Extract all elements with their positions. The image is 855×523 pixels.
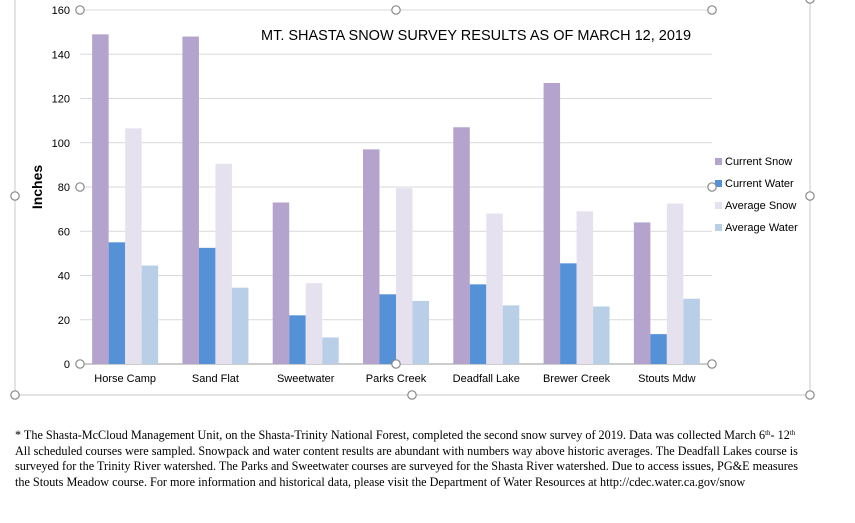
bar — [543, 83, 561, 364]
bar — [633, 222, 651, 364]
resize-handle[interactable] — [75, 5, 85, 15]
bar — [141, 265, 159, 364]
bar — [125, 128, 142, 364]
axes: 0 20 40 60 80 100 120 140 160 Horse Camp Sand Flat… — [52, 5, 696, 385]
footnote-line-2: All scheduled courses were sampled. Snow… — [15, 443, 798, 458]
legend-label: Current Snow — [725, 156, 792, 168]
y-tick-label: 140 — [52, 49, 70, 61]
bar — [198, 247, 216, 364]
series-average-snow — [125, 128, 684, 364]
x-tick-label: Stouts Mdw — [638, 373, 696, 385]
bar — [683, 298, 700, 364]
y-tick-label: 160 — [52, 5, 70, 17]
legend-label: Average Snow — [725, 200, 796, 212]
legend-label: Average Water — [725, 222, 798, 234]
resize-handle[interactable] — [10, 191, 20, 201]
chart-title: MT. SHASTA SNOW SURVEY RESULTS AS OF MAR… — [261, 28, 691, 44]
bar — [215, 163, 232, 364]
bar — [182, 36, 199, 365]
bar — [272, 202, 290, 364]
x-tick-label: Sand Flat — [192, 373, 239, 385]
legend-item: Current Snow — [715, 156, 792, 168]
bar — [502, 305, 520, 364]
legend-item: Average Snow — [715, 200, 796, 212]
bar — [469, 284, 487, 364]
bar — [108, 242, 126, 364]
y-tick-label: 20 — [58, 315, 70, 327]
footnote-line-1: * The Shasta-McCloud Management Unit, on… — [15, 428, 796, 442]
bar — [560, 263, 577, 364]
resize-handle[interactable] — [805, 0, 815, 4]
bar — [363, 149, 380, 364]
resize-handle[interactable] — [10, 390, 20, 400]
y-tick-label: 120 — [52, 94, 70, 106]
bar — [576, 211, 594, 364]
legend-item: Current Water — [715, 178, 794, 190]
y-tick-label: 80 — [58, 182, 70, 194]
resize-handles[interactable] — [10, 0, 815, 400]
bar — [379, 294, 396, 364]
bar — [322, 337, 339, 364]
resize-handle[interactable] — [707, 5, 717, 15]
series-current-snow — [92, 34, 651, 365]
legend-swatch — [715, 158, 722, 165]
x-tick-label: Deadfall Lake — [453, 373, 520, 385]
bar — [289, 315, 306, 364]
footnote: * The Shasta-McCloud Management Unit, on… — [15, 428, 855, 490]
x-tick-label: Brewer Creek — [543, 373, 611, 385]
bar — [593, 306, 610, 364]
legend-swatch — [715, 202, 722, 209]
footnote-line-3: surveyed for the Trinity River watershed… — [15, 459, 798, 474]
bar — [666, 203, 684, 364]
snow-survey-chart: 0 20 40 60 80 100 120 140 160 Horse Camp Sand Flat… — [10, 0, 815, 400]
bar — [486, 213, 503, 364]
bar — [412, 300, 429, 364]
resize-handle[interactable] — [707, 182, 717, 192]
bar — [453, 127, 470, 364]
bars — [92, 34, 700, 365]
x-tick-label: Horse Camp — [94, 373, 156, 385]
y-tick-label: 60 — [58, 226, 70, 238]
resize-handle[interactable] — [75, 359, 85, 369]
y-tick-label: 0 — [64, 359, 70, 371]
legend-label: Current Water — [725, 178, 794, 190]
x-tick-label: Sweetwater — [277, 373, 335, 385]
series-average-water — [141, 265, 700, 364]
bar — [305, 283, 323, 364]
resize-handle[interactable] — [707, 359, 717, 369]
resize-handle[interactable] — [407, 390, 417, 400]
series-current-water — [108, 242, 667, 364]
resize-handle[interactable] — [391, 5, 401, 15]
resize-handle[interactable] — [805, 191, 815, 201]
resize-handle[interactable] — [391, 359, 401, 369]
bar — [92, 34, 109, 365]
bar — [231, 287, 249, 364]
bar — [650, 334, 667, 364]
y-tick-label: 100 — [52, 138, 70, 150]
bar — [396, 188, 413, 364]
y-axis-label: Inches — [29, 165, 45, 210]
legend-swatch — [715, 224, 722, 231]
y-tick-label: 40 — [58, 271, 70, 283]
resize-handle[interactable] — [75, 182, 85, 192]
legend: Current Snow Current Water Average Snow Ave… — [715, 156, 798, 234]
legend-item: Average Water — [715, 222, 798, 234]
resize-handle[interactable] — [805, 390, 815, 400]
chart-frame[interactable]: 0 20 40 60 80 100 120 140 160 Horse Camp Sand Flat… — [0, 0, 855, 400]
legend-swatch — [715, 180, 722, 187]
footnote-line-4: the Stouts Meadow course. For more infor… — [15, 474, 746, 489]
x-tick-label: Parks Creek — [366, 373, 427, 385]
